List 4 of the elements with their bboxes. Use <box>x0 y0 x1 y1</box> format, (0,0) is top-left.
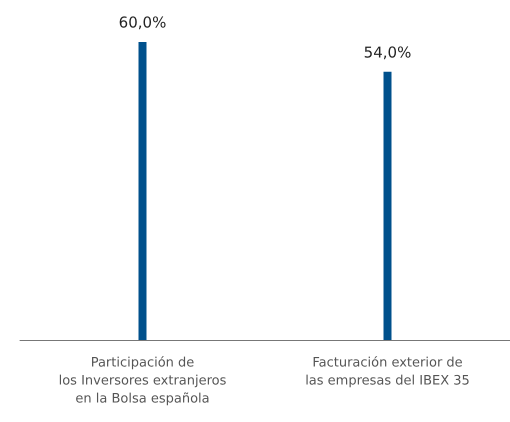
x-tick-label: Participación de los Inversores extranjeros en la Bolsa española <box>58 356 227 406</box>
data-label: 60,0% <box>118 14 166 32</box>
x-tick-label: Facturación exterior de las empresas del IBEX 35 <box>305 356 470 388</box>
data-label: 54,0% <box>364 43 412 62</box>
